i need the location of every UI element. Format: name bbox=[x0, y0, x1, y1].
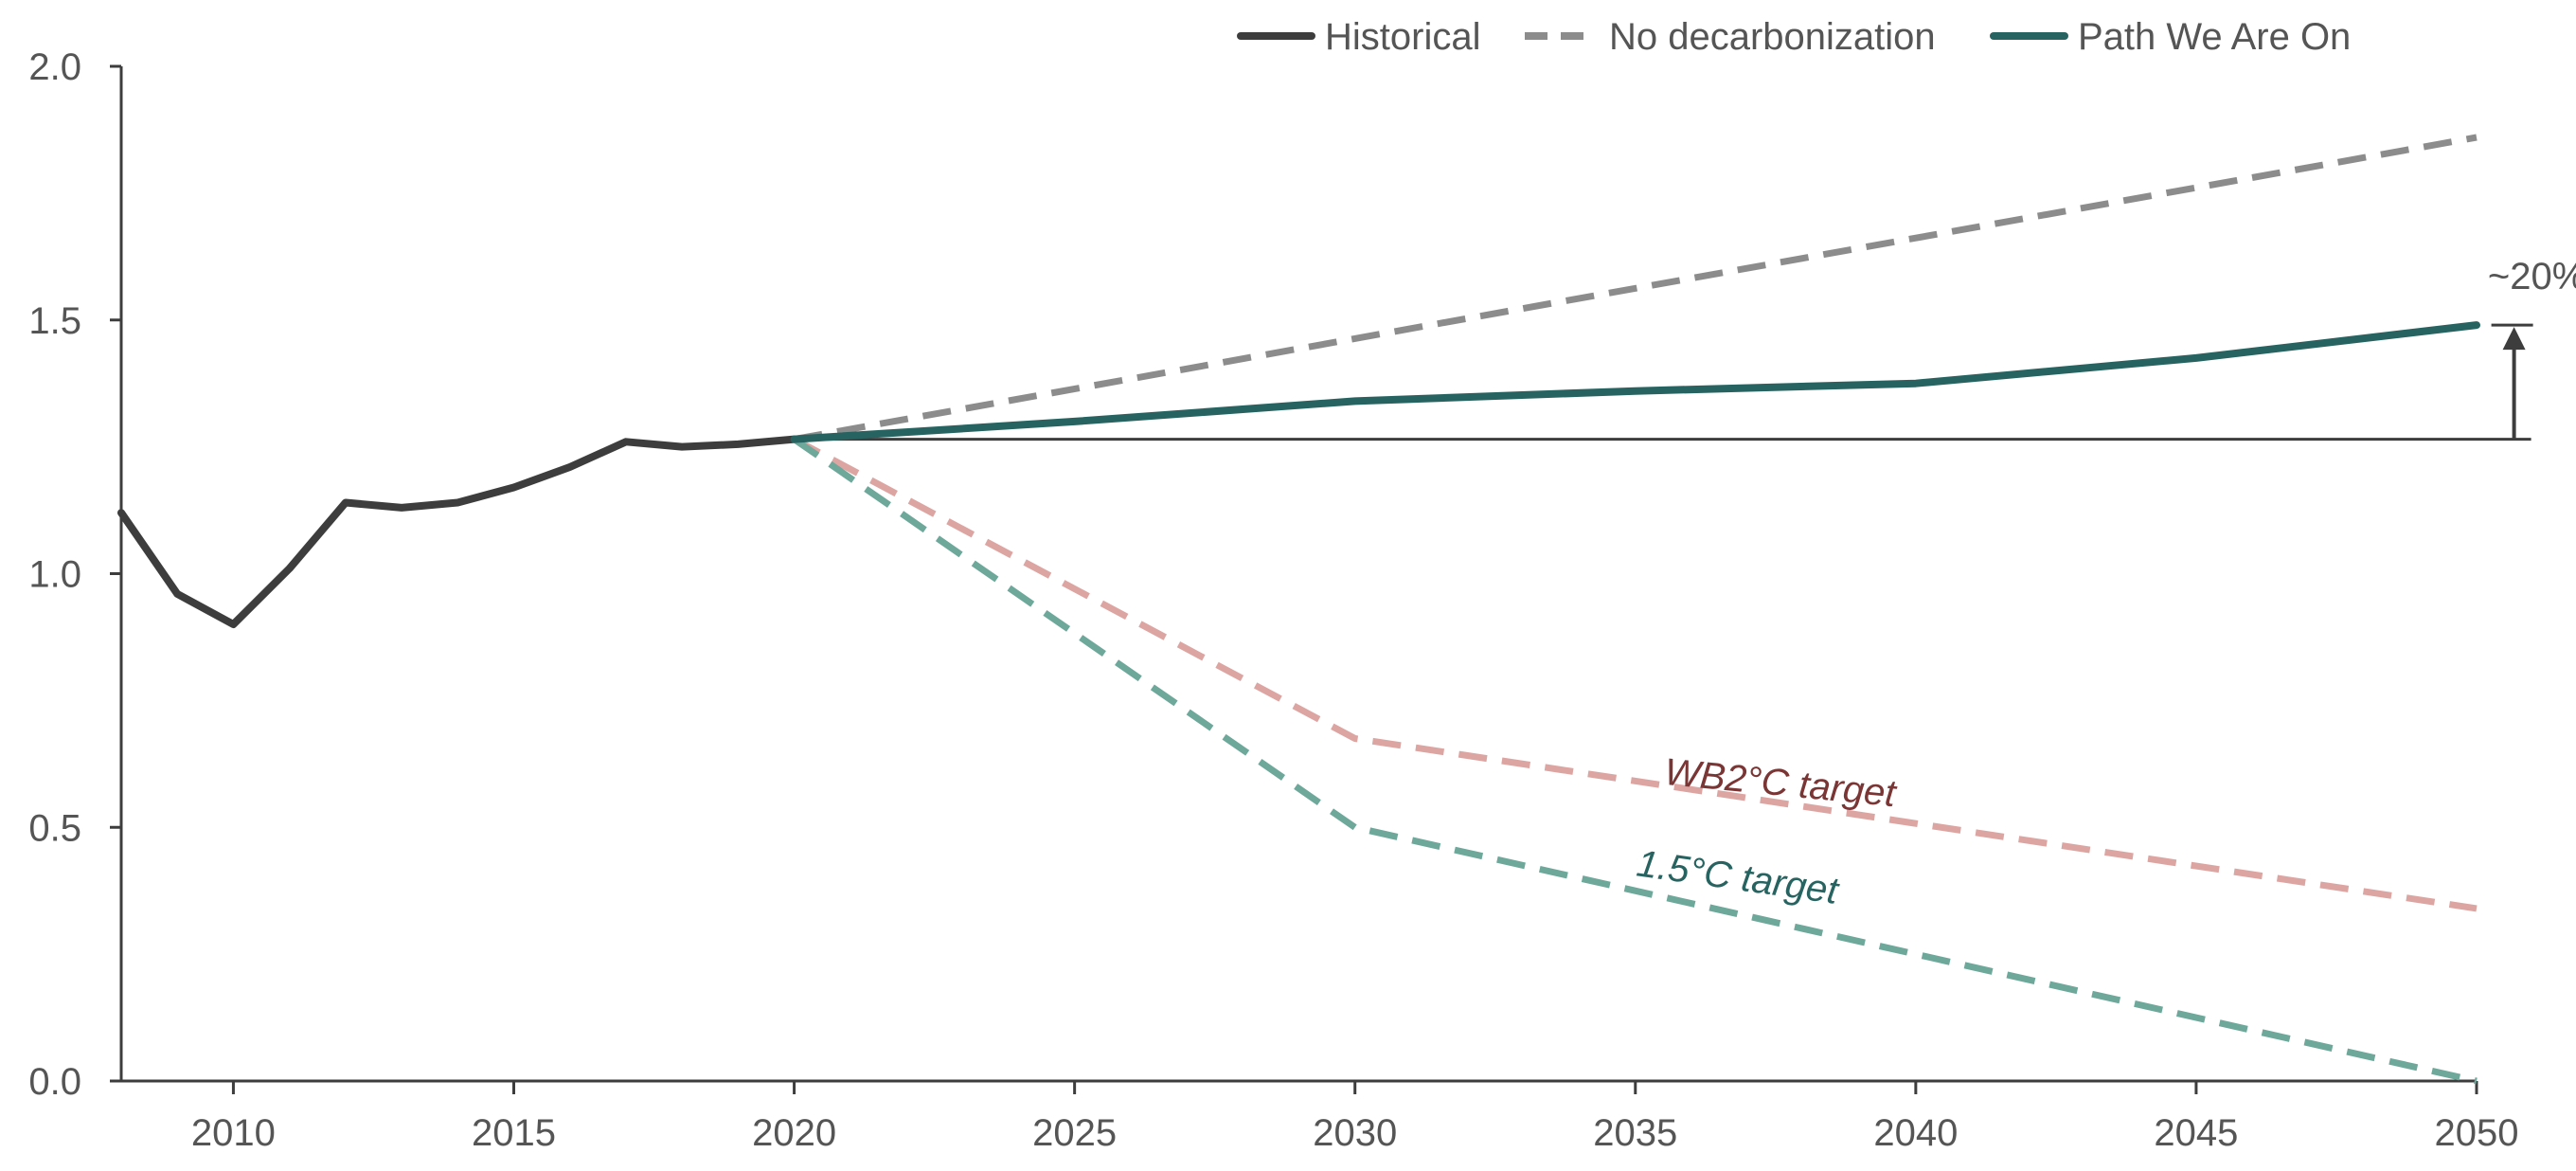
x-tick-label: 2050 bbox=[2435, 1112, 2519, 1154]
wb2c-target-line bbox=[792, 436, 2478, 912]
increase-arrow-head bbox=[2502, 327, 2526, 351]
x-tick-label: 2040 bbox=[1873, 1112, 1958, 1154]
y-tick-label: 0.0 bbox=[28, 1061, 81, 1103]
legend-label-path-we-are-on: Path We Are On bbox=[2078, 16, 2351, 58]
x-tick-label: 2010 bbox=[191, 1112, 276, 1154]
x-tick-label: 2020 bbox=[752, 1112, 836, 1154]
y-tick-label: 2.0 bbox=[28, 46, 81, 88]
x-tick-label: 2025 bbox=[1032, 1112, 1117, 1154]
y-tick-label: 1.0 bbox=[28, 554, 81, 596]
path-we-are-on-line bbox=[790, 321, 2480, 443]
x-tick-label: 2015 bbox=[472, 1112, 556, 1154]
legend-label-historical: Historical bbox=[1325, 16, 1480, 58]
legend-label-no-decarbonization: No decarbonization bbox=[1609, 16, 1936, 58]
no-decarbonization-line bbox=[793, 134, 2478, 443]
y-tick-label: 0.5 bbox=[28, 807, 81, 849]
y-tick-label: 1.5 bbox=[28, 300, 81, 342]
one-point-five-target-line bbox=[792, 436, 2478, 1085]
x-tick-label: 2030 bbox=[1313, 1112, 1397, 1154]
increase-annotation-label: ~20% bbox=[2488, 256, 2576, 297]
x-tick-label: 2035 bbox=[1593, 1112, 1677, 1154]
historical-line bbox=[117, 435, 798, 628]
x-tick-label: 2045 bbox=[2154, 1112, 2238, 1154]
one-point-five-target-label: 1.5°C target bbox=[1635, 842, 1843, 912]
